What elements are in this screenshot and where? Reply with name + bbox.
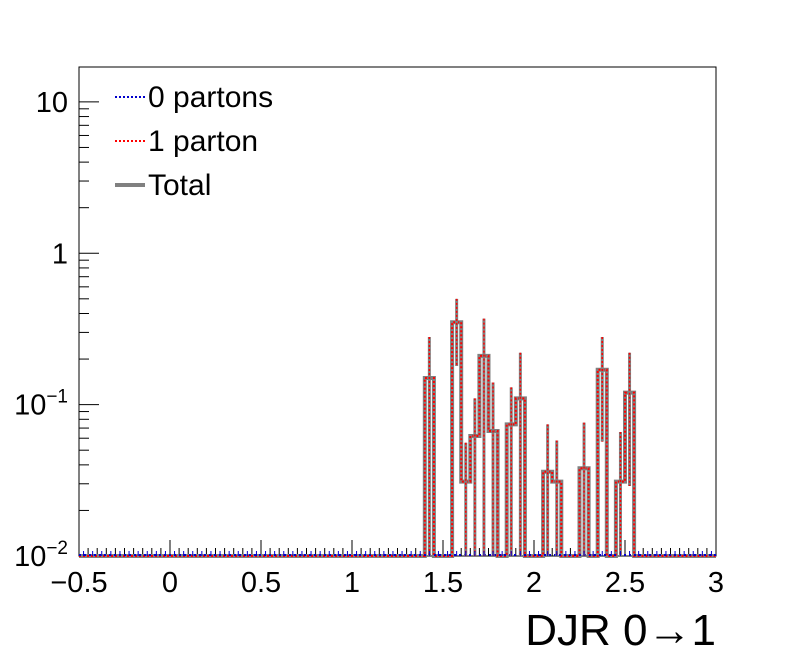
x-tick-label: 2 [526,567,542,599]
y-tick-label: 10−1 [14,387,68,422]
total-histogram-line [79,320,716,558]
legend-label-0-partons: 0 partons [148,81,273,114]
x-tick-label: 3 [708,567,724,599]
x-tick-label: 0 [162,567,178,599]
x-tick-label: 1 [344,567,360,599]
legend-label-1-parton: 1 parton [148,125,258,158]
x-tick-label: −0.5 [50,567,107,599]
y-tick-label: 10 [36,87,68,119]
y-tick-label: 10−2 [14,538,68,573]
x-tick-label: 0.5 [241,567,281,599]
legend-label-total: Total [148,169,211,202]
legend: 0 partons 1 parton Total [115,81,273,202]
histogram-series [79,298,716,558]
y-tick-label: 1 [52,238,68,270]
x-axis-label: DJR 0→1 [525,606,716,655]
x-tick-label: 1.5 [423,567,463,599]
y-tick-labels: 10 1 10−1 10−2 [14,87,68,573]
x-tick-labels: −0.5 0 0.5 1 1.5 2 2.5 3 [50,567,724,599]
x-tick-label: 2.5 [605,567,645,599]
